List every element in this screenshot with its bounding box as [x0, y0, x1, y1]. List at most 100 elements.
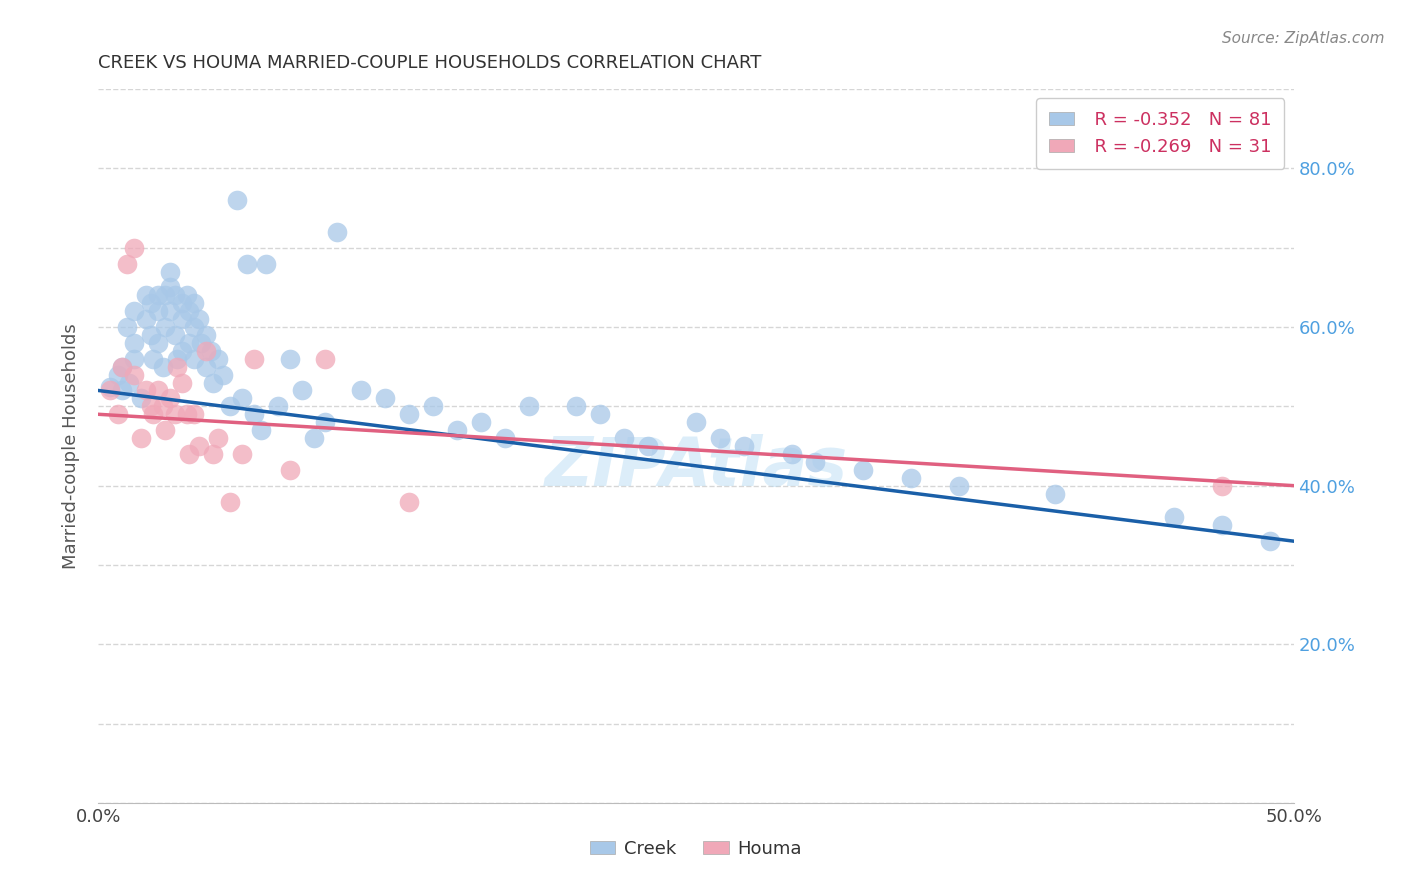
Point	[1211, 478, 1233, 492]
Point	[152, 359, 174, 374]
Point	[231, 392, 253, 406]
Point	[183, 296, 205, 310]
Point	[470, 415, 492, 429]
Point	[139, 328, 162, 343]
Point	[1211, 518, 1233, 533]
Point	[211, 368, 233, 382]
Point	[163, 288, 186, 302]
Point	[219, 494, 242, 508]
Point	[207, 351, 229, 366]
Point	[98, 379, 122, 393]
Point	[231, 447, 253, 461]
Point	[613, 431, 636, 445]
Point	[780, 447, 803, 461]
Point	[374, 392, 396, 406]
Point	[326, 225, 349, 239]
Point	[159, 304, 181, 318]
Point	[166, 359, 188, 374]
Point	[172, 376, 194, 390]
Point	[315, 415, 337, 429]
Point	[139, 296, 162, 310]
Point	[118, 376, 141, 390]
Point	[183, 407, 205, 421]
Point	[139, 400, 162, 414]
Point	[494, 431, 516, 445]
Point	[111, 359, 134, 374]
Point	[267, 400, 290, 414]
Point	[637, 439, 659, 453]
Point	[148, 384, 170, 398]
Point	[243, 351, 266, 366]
Point	[190, 335, 212, 350]
Point	[148, 335, 170, 350]
Point	[142, 407, 165, 421]
Point	[733, 439, 755, 453]
Point	[202, 447, 225, 461]
Point	[124, 335, 146, 350]
Point	[207, 431, 229, 445]
Point	[900, 471, 922, 485]
Point	[350, 384, 373, 398]
Y-axis label: Married-couple Households: Married-couple Households	[62, 323, 80, 569]
Point	[804, 455, 827, 469]
Point	[291, 384, 314, 398]
Point	[124, 241, 146, 255]
Point	[155, 423, 177, 437]
Point	[166, 351, 188, 366]
Point	[176, 407, 198, 421]
Point	[183, 320, 205, 334]
Point	[422, 400, 444, 414]
Point	[446, 423, 468, 437]
Point	[1043, 486, 1066, 500]
Text: ZIPAtlas: ZIPAtlas	[544, 434, 848, 500]
Point	[152, 400, 174, 414]
Point	[131, 431, 153, 445]
Point	[565, 400, 588, 414]
Point	[202, 376, 225, 390]
Point	[278, 463, 301, 477]
Point	[250, 423, 273, 437]
Point	[159, 392, 181, 406]
Point	[200, 343, 222, 358]
Point	[179, 304, 201, 318]
Point	[852, 463, 875, 477]
Point	[107, 407, 129, 421]
Point	[195, 328, 218, 343]
Point	[107, 368, 129, 382]
Point	[195, 343, 218, 358]
Point	[254, 257, 277, 271]
Point	[159, 264, 181, 278]
Point	[135, 384, 157, 398]
Point	[124, 304, 146, 318]
Point	[115, 257, 138, 271]
Point	[243, 407, 266, 421]
Point	[226, 193, 249, 207]
Point	[111, 384, 134, 398]
Point	[159, 280, 181, 294]
Point	[142, 351, 165, 366]
Point	[948, 478, 970, 492]
Point	[155, 320, 177, 334]
Point	[148, 288, 170, 302]
Point	[302, 431, 325, 445]
Point	[278, 351, 301, 366]
Point	[235, 257, 257, 271]
Point	[163, 328, 186, 343]
Point	[187, 312, 209, 326]
Point	[124, 368, 146, 382]
Point	[398, 494, 420, 508]
Text: Source: ZipAtlas.com: Source: ZipAtlas.com	[1222, 31, 1385, 46]
Point	[589, 407, 612, 421]
Point	[219, 400, 242, 414]
Point	[315, 351, 337, 366]
Point	[709, 431, 731, 445]
Point	[517, 400, 540, 414]
Point	[398, 407, 420, 421]
Point	[111, 359, 134, 374]
Point	[1258, 534, 1281, 549]
Point	[172, 312, 194, 326]
Point	[155, 288, 177, 302]
Point	[172, 343, 194, 358]
Point	[172, 296, 194, 310]
Point	[135, 312, 157, 326]
